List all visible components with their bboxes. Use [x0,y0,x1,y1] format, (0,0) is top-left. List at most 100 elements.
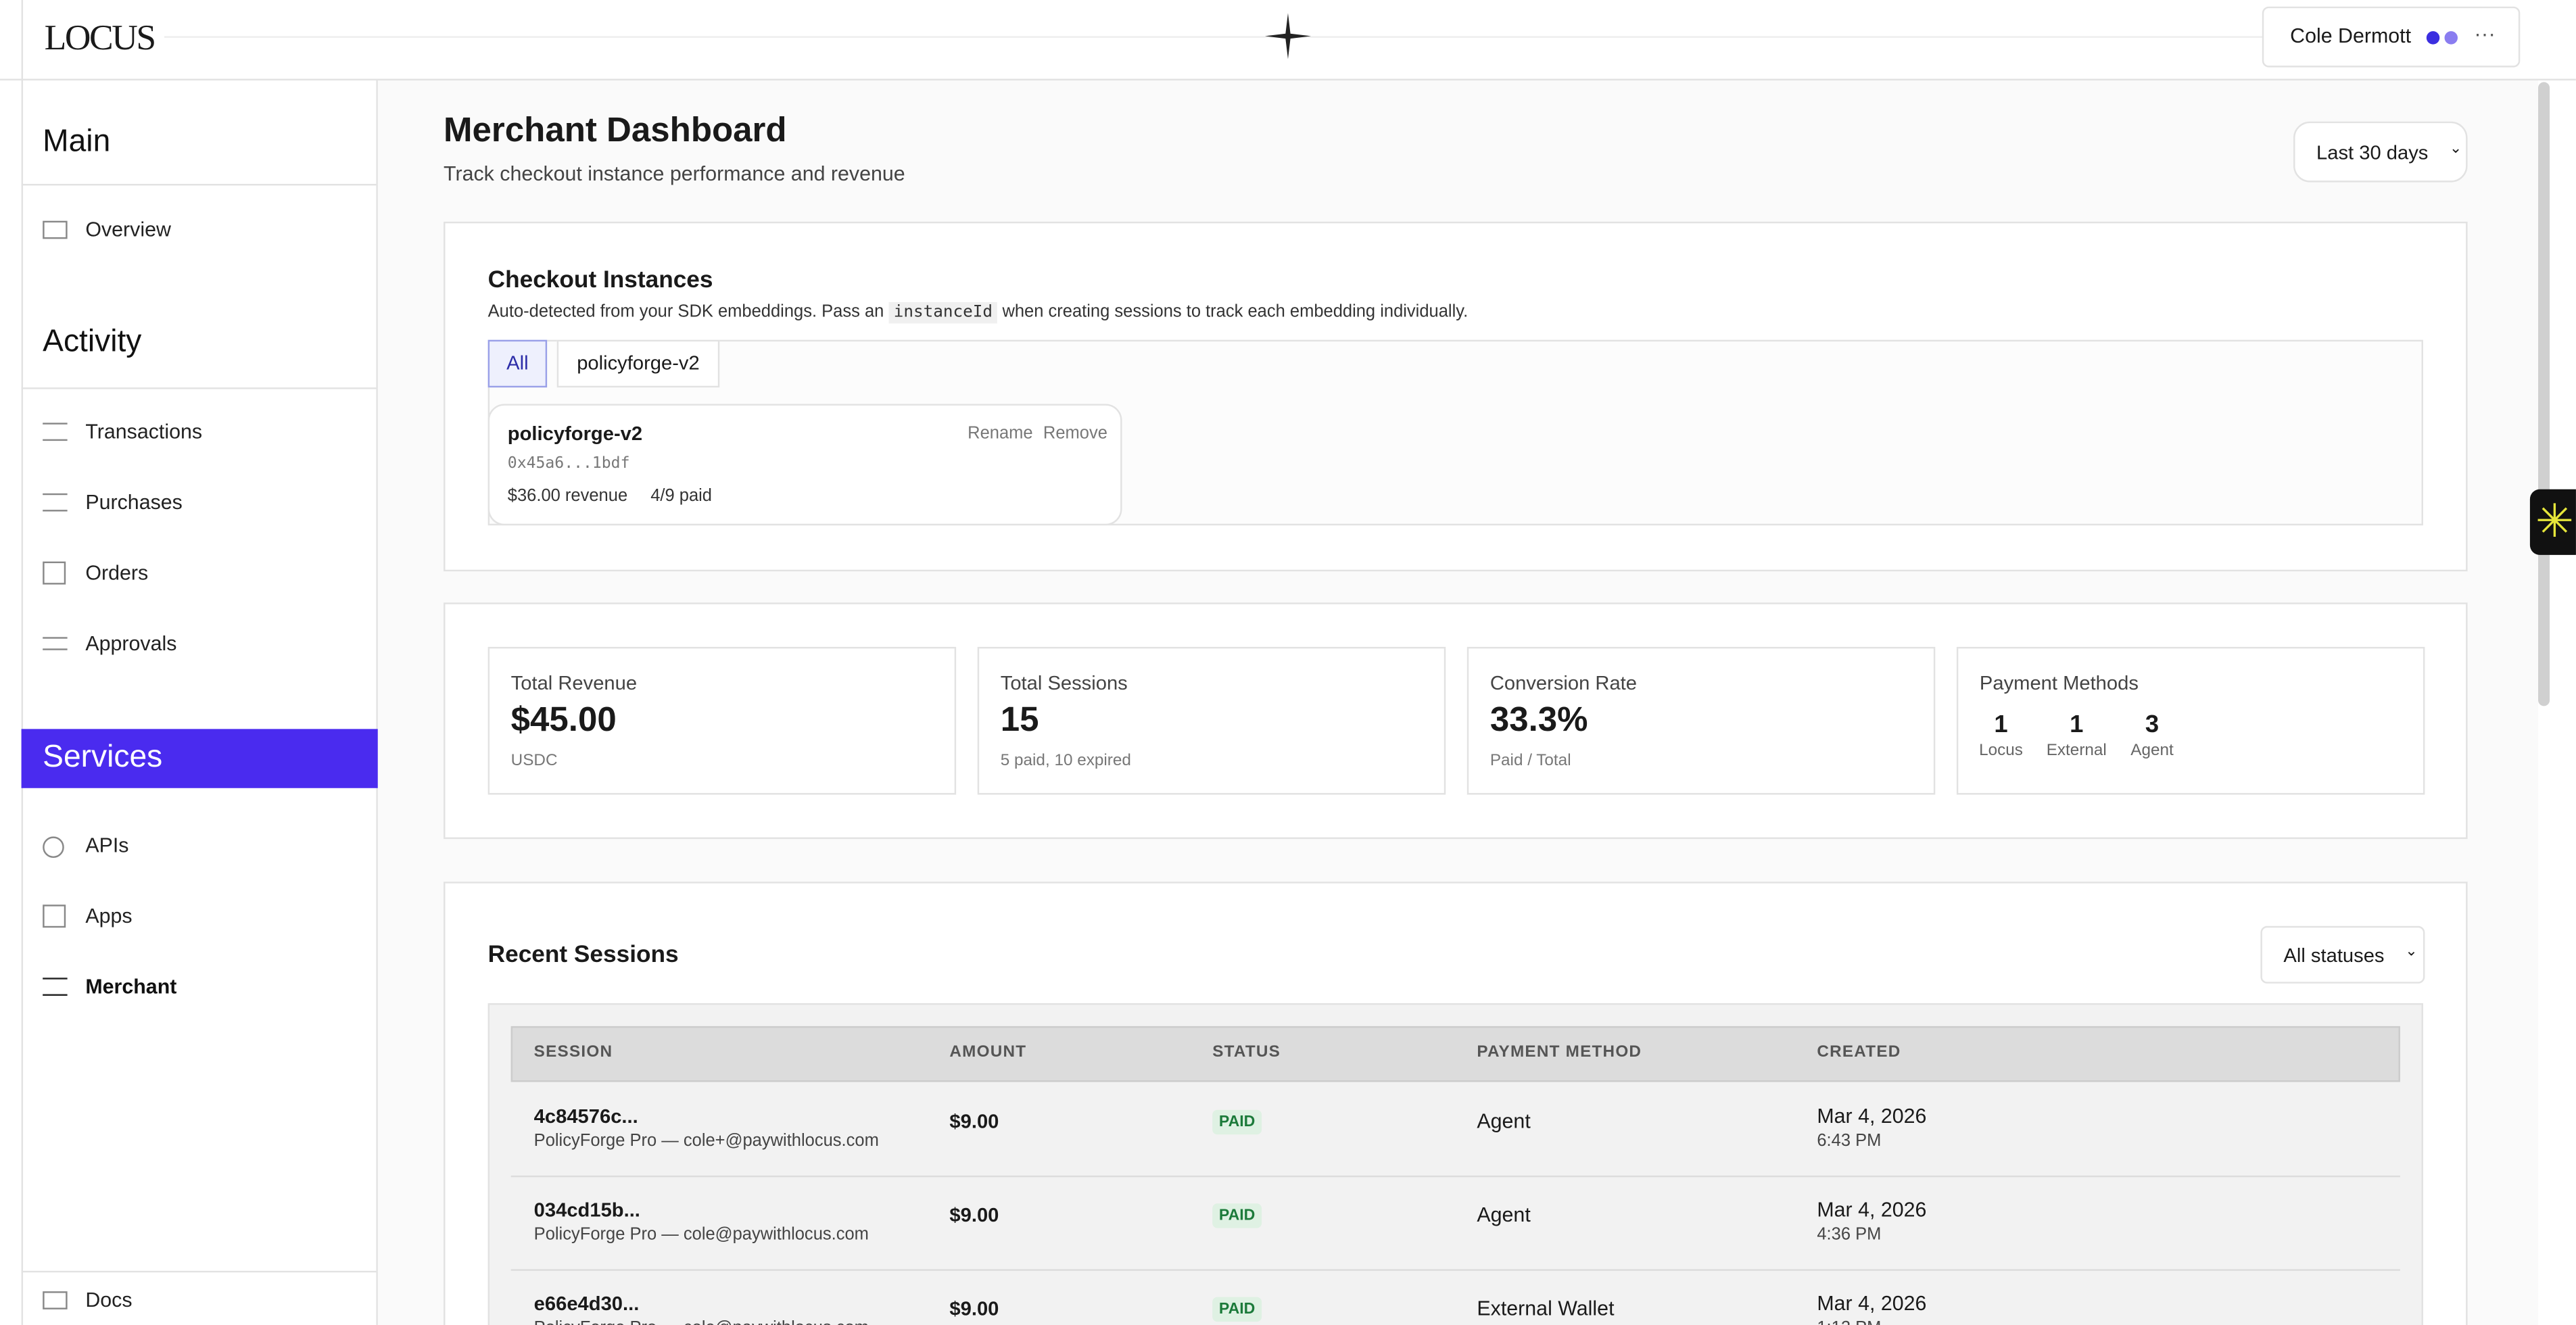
logo-mark [1264,13,1311,59]
page-title: Merchant Dashboard [444,112,787,150]
stat-card: Total Sessions 15 5 paid, 10 expired [977,646,1446,795]
nav-icon [43,978,68,996]
section-active[interactable] [21,729,378,788]
sidebar-left-border [21,0,24,1325]
scrollbar[interactable] [2538,82,2550,706]
status-badge: PAID [1212,1109,1262,1135]
panel-title: Checkout Instances [487,267,713,294]
section-title: Main [43,124,111,160]
payment-method: External Wallet [1477,1297,1615,1320]
desc-text: Auto-detected from your SDK embeddings. … [487,302,884,322]
section-title: Services [43,740,163,775]
stat-label: Total Sessions [1000,671,1128,695]
section-title: Activity [43,324,142,360]
divider [21,184,377,186]
instance-card: policyforge-v2 0x45a6...1bdf $36.00 reve… [487,404,1122,526]
created-time: 1:12 PM [1817,1318,1881,1325]
rename-button[interactable]: Rename [968,423,1033,443]
column-header: AMOUNT [949,1043,1027,1062]
divider [21,387,377,389]
stat-label: Total Revenue [510,671,638,695]
desc-text: when creating sessions to track each emb… [1002,302,1469,322]
more-icon: ··· [2474,21,2496,47]
payment-method: Agent [1477,1109,1531,1133]
instances-panel: Checkout Instances Auto-detected from yo… [444,221,2468,572]
method-name: Agent [2130,742,2174,761]
nav-item[interactable]: Merchant [85,975,177,998]
panel-desc: Auto-detected from your SDK embeddings. … [487,302,1469,324]
instance-revenue: $36.00 revenue [507,485,628,506]
stat-label: Payment Methods [1979,671,2139,695]
amount: $9.00 [949,1109,999,1133]
created-time: 4:36 PM [1817,1224,1882,1245]
stat-note: 5 paid, 10 expired [1000,752,1131,771]
chevron: ⌄ [2449,139,2462,156]
user-name: Cole Dermott [2290,24,2412,48]
column-header: STATUS [1212,1043,1281,1062]
code: instanceId [888,302,998,324]
header-rule [164,36,2268,38]
created-time: 6:43 PM [1817,1131,1882,1151]
payment-method: Agent [1477,1203,1531,1227]
created-date: Mar 4, 2026 [1817,1292,1927,1316]
nav-icon [43,637,68,650]
nav-icon [43,561,66,585]
header-border [0,78,2576,81]
method-name: External [2046,742,2107,761]
session-id[interactable]: 4c84576c... [533,1105,638,1128]
nav-icon [43,423,68,441]
remove-button[interactable]: Remove [1043,423,1107,443]
instances-box: All policyforge-v2 policyforge-v2 0x45a6… [487,339,2423,526]
stat-value: $45.00 [510,701,617,739]
column-header: CREATED [1817,1043,1901,1062]
stat-card: Conversion Rate 33.3% Paid / Total [1466,646,1936,795]
sidebar-border [376,80,378,1325]
method-group: 1 Locus [1968,711,2034,761]
method-count: 1 [2070,710,2084,739]
row-divider [510,1269,2400,1271]
status-dot [2444,31,2458,45]
filter-label: All statuses [2283,944,2385,967]
status-dot [2426,31,2440,45]
stat-value: 33.3% [1489,701,1588,739]
session-id[interactable]: e66e4d30... [533,1292,640,1316]
amount: $9.00 [949,1297,999,1320]
nav-icon [43,836,64,858]
tab[interactable]: policyforge-v2 [556,339,720,388]
status-badge: PAID [1212,1203,1262,1228]
session-id[interactable]: 034cd15b... [533,1198,640,1222]
stat-note: Paid / Total [1489,752,1571,771]
instance-address: 0x45a6...1bdf [507,454,630,473]
nav-item[interactable]: Transactions [85,420,203,443]
method-group: 1 External [2044,711,2109,761]
nav-icon [43,905,66,928]
column-header: SESSION [533,1043,613,1062]
nav-item[interactable]: Approvals [85,632,177,656]
method-count: 1 [1994,710,2008,739]
nav-item[interactable]: Apps [85,905,133,928]
user-menu[interactable]: Cole Dermott ··· [2262,6,2521,68]
method-name: Locus [1979,742,2023,761]
divider [21,1270,377,1273]
nav-item[interactable]: Purchases [85,491,183,514]
stat-card: Total Revenue $45.00 USDC [487,646,957,795]
session-desc: PolicyForge Pro — cole@paywithlocus.com [534,1318,869,1325]
nav-icon [43,493,68,512]
nav-item[interactable]: APIs [85,834,129,857]
assistant-button[interactable]: ✳ [2529,489,2576,555]
panel-title: Recent Sessions [487,942,679,969]
nav-item[interactable]: Overview [85,218,171,242]
range-select[interactable]: Last 30 days ⌄ [2293,121,2468,183]
nav-item[interactable]: Docs [85,1288,133,1312]
nav-item[interactable]: Orders [85,561,149,585]
nav-icon [43,220,68,239]
instance-name: policyforge-v2 [507,422,643,445]
tab[interactable]: All [487,339,548,388]
stat-value: 15 [1000,701,1039,739]
status-filter[interactable]: All statuses ⌄ [2260,925,2425,984]
nav-icon [43,1291,68,1309]
instance-paid: 4/9 paid [650,485,713,506]
status-badge: PAID [1212,1297,1262,1322]
logo[interactable]: LOCUS [44,16,157,58]
